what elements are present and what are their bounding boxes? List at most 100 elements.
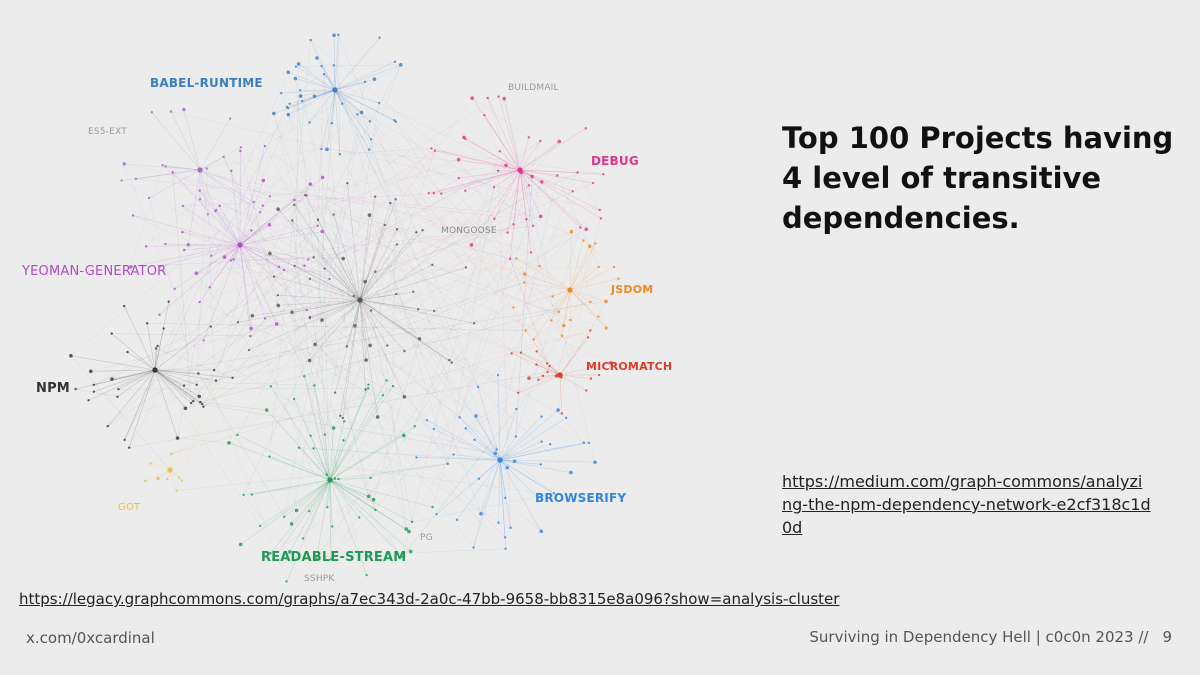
graph-edge: [499, 459, 506, 498]
graph-node: [106, 424, 109, 428]
graph-node: [313, 342, 317, 347]
graph-edge: [184, 282, 525, 386]
graph-node: [87, 399, 90, 402]
graph-edge: [240, 479, 331, 545]
graph-edge: [111, 301, 607, 380]
graph-node: [557, 139, 562, 144]
graph-node: [156, 476, 160, 481]
graph-node: [267, 222, 272, 227]
graph-node: [332, 213, 335, 216]
graph-node: [492, 185, 496, 189]
graph-edge: [270, 479, 331, 554]
graph-edge: [337, 34, 341, 155]
graph-edge: [334, 61, 395, 91]
graph-edge: [310, 435, 331, 481]
graph-edge: [130, 244, 241, 268]
graph-node: [272, 111, 276, 116]
graph-edge: [394, 120, 560, 313]
graph-node: [493, 217, 496, 220]
graph-node: [150, 111, 154, 114]
graph-node: [548, 364, 551, 368]
graph-edge: [239, 224, 270, 246]
graph-node: [320, 147, 323, 151]
graph-edge: [324, 102, 380, 435]
graph-node: [497, 95, 500, 98]
graph-edge: [233, 225, 534, 260]
graph-edge: [509, 169, 521, 259]
graph-node: [282, 268, 286, 272]
graph-edge: [507, 169, 521, 233]
graph-node: [538, 264, 541, 268]
graph-edge: [135, 148, 322, 180]
graph-edge: [359, 215, 370, 301]
graph-edge: [519, 169, 587, 230]
graph-edge: [132, 215, 519, 394]
graph-edge: [251, 479, 331, 495]
graph-edge: [90, 316, 311, 372]
graph-node: [293, 76, 298, 81]
graph-edge: [513, 169, 521, 225]
graph-node: [268, 251, 272, 256]
graph-edge: [499, 459, 557, 496]
graph-node: [364, 388, 367, 391]
graph-edge: [334, 64, 401, 91]
graph-node: [358, 516, 361, 519]
medium-article-link[interactable]: https://medium.com/graph-commons/analyzi…: [782, 472, 1151, 537]
graph-node: [145, 322, 149, 325]
graph-node: [430, 147, 433, 150]
graph-node: [584, 127, 587, 130]
graph-edge: [154, 369, 203, 405]
graph-node: [158, 313, 161, 316]
graph-edge: [206, 168, 215, 371]
graph-edge: [111, 369, 156, 380]
graph-edge: [215, 211, 315, 386]
cluster-label-yeoman-generator: YEOMAN-GENERATOR: [22, 264, 167, 279]
graph-edge: [154, 301, 170, 371]
graph-edge: [402, 408, 517, 557]
graph-edge: [329, 463, 448, 481]
graph-edge: [127, 351, 156, 371]
graph-node: [464, 266, 468, 269]
graphcommons-legacy-link[interactable]: https://legacy.graphcommons.com/graphs/a…: [19, 590, 840, 608]
graph-edge: [343, 140, 541, 259]
graph-edge: [589, 246, 615, 268]
graph-node: [498, 149, 502, 153]
graph-node: [512, 459, 517, 464]
graph-node: [504, 547, 507, 550]
graph-edge: [516, 258, 571, 291]
graph-edge: [536, 364, 561, 376]
graph-node: [375, 415, 380, 419]
graph-edge: [484, 115, 521, 171]
graph-edge: [172, 172, 241, 246]
graph-node: [247, 348, 251, 352]
graph-edge: [334, 89, 396, 122]
graph-edge: [239, 244, 330, 280]
graph-edge: [199, 156, 224, 171]
graph-node: [515, 257, 518, 260]
graph-edge: [107, 266, 280, 427]
graph-node: [332, 63, 336, 67]
graph-node: [383, 223, 387, 227]
graph-node: [122, 162, 126, 166]
graph-node: [537, 378, 540, 382]
graph-edge: [199, 190, 241, 246]
graph-edge: [182, 205, 310, 361]
graph-node: [263, 317, 267, 320]
graph-node: [431, 263, 434, 267]
graph-node: [162, 327, 165, 330]
graph-edge: [157, 385, 315, 479]
graph-edge: [357, 114, 496, 454]
graph-edge: [199, 169, 209, 215]
graph-edge: [199, 169, 216, 212]
graph-edge: [269, 40, 311, 457]
graph-edge: [519, 169, 578, 173]
graph-edge: [342, 299, 361, 419]
graph-edge: [329, 479, 403, 557]
graph-node: [177, 476, 181, 480]
graph-edge: [471, 151, 501, 245]
graph-edge: [181, 96, 301, 481]
graph-edge: [541, 416, 584, 443]
graph-edge: [395, 199, 525, 283]
graph-node: [541, 374, 545, 378]
graph-node: [214, 210, 217, 213]
